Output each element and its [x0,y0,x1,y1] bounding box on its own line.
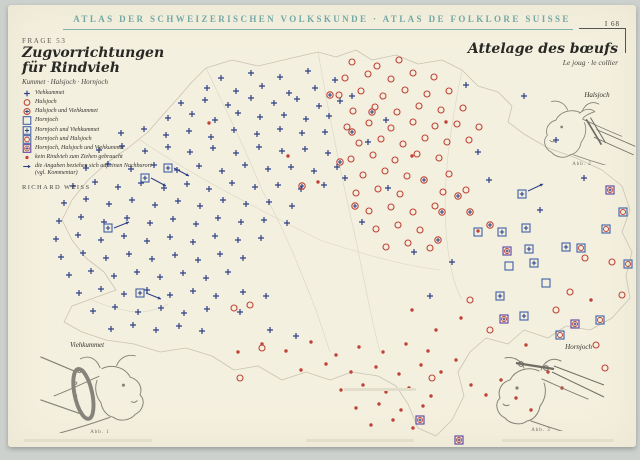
map-legend: Viehkummet Halsjoch Halsjoch und Viehkumme… [22,90,192,177]
legend-item-label: kein Rindvieh zum Ziehen gebraucht [35,154,123,161]
figure-viehkummet-label: Viehkummet [70,341,105,349]
map-subtitle-french: Le joug · le collier [562,58,618,67]
footer-imprint-right [502,439,614,442]
figure-hornjoch-label: Hornjoch [565,343,592,351]
map-title-german: Zugvorrichtungen für Rindvieh [22,45,165,77]
footer-imprint-left [24,439,152,442]
cow-head-horn-yoke-illustration [496,357,605,431]
cross-legend-icon [24,90,30,97]
circle-cross-legend-icon [23,108,31,116]
arrow-legend-icon [23,165,31,169]
atlas-series-title: ATLAS DER SCHWEIZERISCHEN VOLKSKUNDE · A… [73,14,571,24]
marker-series-circle_cross [298,91,494,244]
legend-item-label: die Angaben beziehen sich auf einen Nach… [35,163,152,177]
circle-legend-icon [23,99,31,106]
square-circle-legend-icon [22,134,32,144]
legend-item-label: Hornjoch und Viehkummet [35,126,100,133]
cow-head-neck-yoke-illustration [544,100,636,165]
square-cross-legend-icon [22,125,32,135]
legend-item-circle_cross: Halsjoch und Viehkummet [22,108,192,116]
footer-imprint-center [306,439,414,442]
marker-series-square_circle_cross [415,185,615,445]
marker-series-square_cross [103,163,571,321]
plate-reference: I 68 [604,20,620,28]
question-number: FRAGE 53 [22,37,67,45]
title-block-german: FRAGE 53 Zugvorrichtungen für Rindvieh K… [22,37,192,191]
marker-series-cross [53,68,587,339]
legend-item-label: Hornjoch und Halsjoch [35,135,92,142]
legend-item-square_circle_cross: Hornjoch, Halsjoch und Viehkummet [22,144,192,153]
legend-item-dot: kein Rindvieh zum Ziehen gebraucht [22,154,192,162]
legend-item-label: Hornjoch, Halsjoch und Viehkummet [35,144,124,151]
legend-item-label: Halsjoch [35,98,57,105]
legend-item-square_cross: Hornjoch und Viehkummet [22,125,192,135]
map-corner-mark [579,28,626,53]
map-title-french: Attelage des bœufs [467,41,618,57]
legend-item-label: Hornjoch [35,117,58,124]
cow-head-collar-illustration [40,354,144,433]
author-name: RICHARD WEISS [22,184,91,192]
legend-item-arrow: die Angaben beziehen sich auf einen Nach… [22,163,192,177]
figure-halsjoch-label: Halsjoch [584,91,610,99]
marker-series-circle [230,56,626,382]
figure-hornjoch: Hornjoch Abb. 3 [476,343,606,433]
square-legend-icon [22,116,32,126]
neighbour-arrows [113,167,544,300]
marker-series-square_circle [555,207,633,340]
switzerland-map [53,49,633,445]
figure-halsjoch-caption: Abb. 2 [572,162,592,167]
atlas-page: ATLAS DER SCHWEIZERISCHEN VOLKSKUNDE · A… [8,5,636,447]
legend-item-label: Viehkummet [35,89,65,96]
title-block-french: Attelage des bœufs Le joug · le collier [468,41,618,67]
legend-item-circle: Halsjoch [22,99,192,107]
map-subtitle-german: Kummet · Halsjoch · Hornjoch [22,77,108,86]
figure-hornjoch-caption: Abb. 3 [531,428,551,433]
header-rule [63,29,573,30]
map-scale-imprint [344,388,416,391]
figure-halsjoch: Halsjoch Abb. 2 [526,91,638,167]
legend-item-square: Hornjoch [22,116,192,126]
figure-viehkummet: Viehkummet [36,341,164,435]
square-circle-cross-legend-icon [22,144,32,153]
dot-legend-icon [25,155,29,160]
legend-item-square_circle: Hornjoch und Halsjoch [22,134,192,144]
figure-viehkummet-caption: Abb. 1 [90,430,110,435]
legend-item-cross: Viehkummet [22,90,192,98]
legend-item-label: Halsjoch und Viehkummet [35,108,98,115]
marker-series-square [473,227,551,288]
